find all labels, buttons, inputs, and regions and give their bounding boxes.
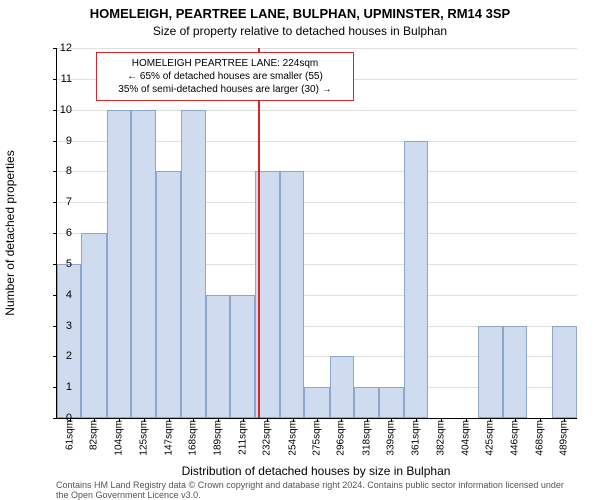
ytick-label: 3 [52,320,72,332]
annotation-line1: HOMELEIGH PEARTREE LANE: 224sqm [103,57,347,70]
histogram-bar [404,141,428,419]
xtick-label: 339sqm [385,420,396,456]
ytick-label: 10 [52,104,72,116]
histogram-bar [181,110,206,418]
histogram-bar [304,387,329,418]
ytick-label: 11 [52,73,72,85]
x-axis-label: Distribution of detached houses by size … [56,464,576,478]
xtick-label: 275sqm [312,420,323,456]
ytick-label: 12 [52,42,72,54]
annotation-line3: 35% of semi-detached houses are larger (… [103,83,347,96]
xtick-label: 147sqm [164,420,175,456]
histogram-bar [131,110,156,418]
ytick-label: 2 [52,350,72,362]
ytick-label: 0 [52,412,72,424]
histogram-bar [81,233,106,418]
histogram-bar [478,326,503,419]
histogram-bar [354,387,379,418]
histogram-bar [206,295,230,418]
histogram-bar [330,356,354,418]
ytick-label: 9 [52,135,72,147]
xtick-label: 318sqm [361,420,372,456]
ytick-label: 4 [52,289,72,301]
y-axis-label: Number of detached properties [3,150,17,315]
xtick-label: 361sqm [411,420,422,456]
plot-area: 61sqm82sqm104sqm125sqm147sqm168sqm189sqm… [56,48,577,419]
histogram-bar [107,110,131,418]
chart-container: HOMELEIGH, PEARTREE LANE, BULPHAN, UPMIN… [0,0,600,500]
xtick-label: 382sqm [435,420,446,456]
gridline [57,48,577,49]
xtick-label: 296sqm [336,420,347,456]
chart-title-main: HOMELEIGH, PEARTREE LANE, BULPHAN, UPMIN… [0,6,600,21]
reference-line [258,48,260,418]
xtick-label: 489sqm [559,420,570,456]
xtick-label: 168sqm [188,420,199,456]
xtick-label: 104sqm [114,420,125,456]
ytick-label: 1 [52,381,72,393]
xtick-label: 232sqm [262,420,273,456]
histogram-bar [230,295,254,418]
annotation-box: HOMELEIGH PEARTREE LANE: 224sqm← 65% of … [96,52,354,101]
xtick-label: 125sqm [138,420,149,456]
annotation-line2: ← 65% of detached houses are smaller (55… [103,70,347,83]
xtick-label: 468sqm [535,420,546,456]
histogram-bar [552,326,577,419]
ytick-label: 5 [52,258,72,270]
xtick-label: 61sqm [64,420,75,450]
xtick-label: 82sqm [88,420,99,450]
histogram-bar [280,171,304,418]
chart-footer: Contains HM Land Registry data © Crown c… [56,480,576,500]
ytick-label: 6 [52,227,72,239]
xtick-label: 211sqm [238,420,249,455]
xtick-label: 425sqm [485,420,496,456]
xtick-label: 404sqm [461,420,472,456]
histogram-bar [379,387,403,418]
histogram-bar [156,171,180,418]
xtick-label: 189sqm [212,420,223,456]
xtick-label: 446sqm [509,420,520,456]
histogram-bar [57,264,81,418]
xtick-label: 254sqm [287,420,298,456]
ytick-label: 7 [52,196,72,208]
ytick-label: 8 [52,165,72,177]
chart-title-sub: Size of property relative to detached ho… [0,24,600,38]
histogram-bar [503,326,527,419]
